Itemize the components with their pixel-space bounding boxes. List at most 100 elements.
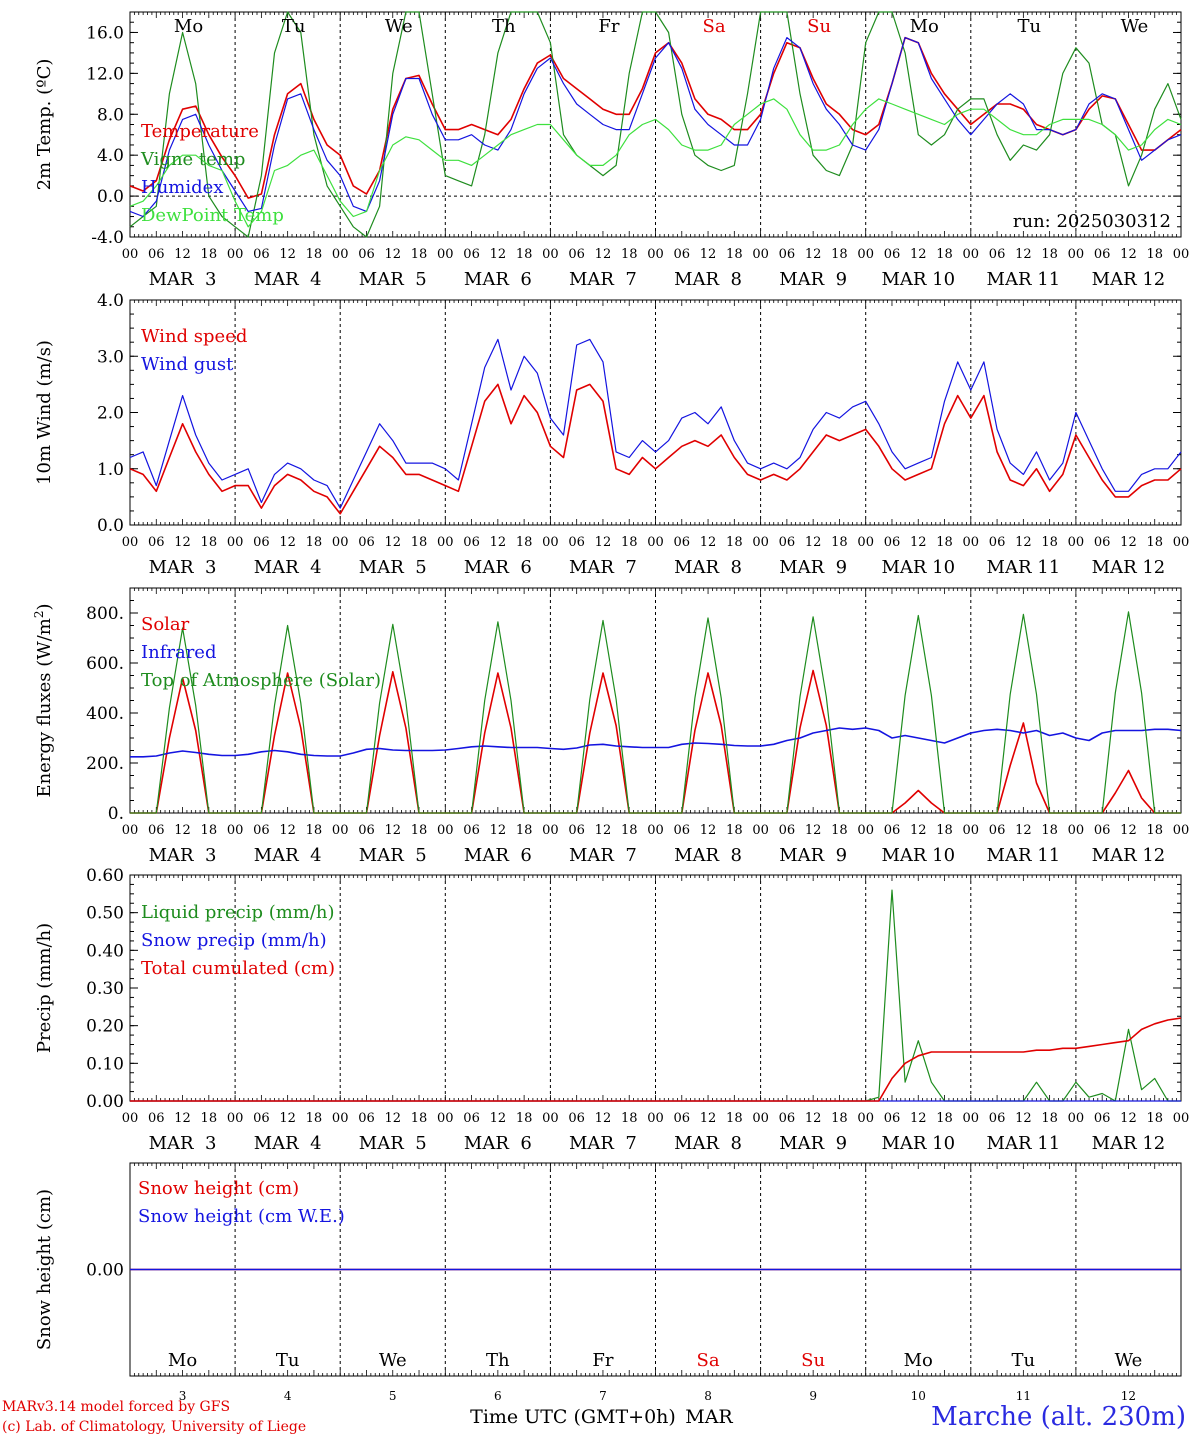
legend-entry: Solar xyxy=(141,614,190,635)
hour-tick-label: 12 xyxy=(1015,1111,1032,1126)
hour-tick-label: 00 xyxy=(857,1111,874,1126)
hour-tick-label: 18 xyxy=(516,535,533,550)
date-label: MAR 8 xyxy=(674,1133,742,1154)
hour-tick-label: 18 xyxy=(1146,247,1163,262)
hour-tick-label: 12 xyxy=(805,247,822,262)
date-label: MAR 9 xyxy=(779,1133,847,1154)
hour-tick-label: 18 xyxy=(201,247,218,262)
hour-tick-label: 06 xyxy=(358,823,375,838)
hour-tick-label: 12 xyxy=(700,535,717,550)
hour-tick-label: 18 xyxy=(831,247,848,262)
hour-tick-label: 00 xyxy=(437,1111,454,1126)
hour-tick-label: 18 xyxy=(516,823,533,838)
hour-tick-label: 12 xyxy=(1015,247,1032,262)
date-label: MAR 3 xyxy=(149,1133,217,1154)
weekday-label: Su xyxy=(807,16,831,37)
weekday-label: Tu xyxy=(282,16,306,37)
date-label: MAR 10 xyxy=(881,557,955,578)
hour-tick-label: 06 xyxy=(779,1111,796,1126)
hour-tick-label: 00 xyxy=(963,823,980,838)
date-label: MAR 4 xyxy=(254,845,322,866)
hour-tick-label: 18 xyxy=(621,535,638,550)
y-tick-label: 0.10 xyxy=(86,1054,124,1074)
weekday-label: Fr xyxy=(592,1350,613,1371)
date-label: MAR 5 xyxy=(359,557,427,578)
station-name: Marche (alt. 230m) xyxy=(931,1402,1186,1432)
hour-tick-label: 00 xyxy=(122,1111,139,1126)
legend-entry: Temperature xyxy=(141,121,259,142)
y-tick-label: -4.0 xyxy=(91,228,124,248)
hour-tick-label: 12 xyxy=(384,535,401,550)
y-axis-label-text: Energy fluxes (W/m xyxy=(34,618,55,797)
hour-tick-label: 00 xyxy=(122,535,139,550)
y-axis-label: 2m Temp. (ºC) xyxy=(34,59,55,191)
hour-tick-label: 18 xyxy=(411,823,428,838)
y-axis-label: Snow height (cm) xyxy=(34,1189,55,1350)
hour-tick-label: 06 xyxy=(253,1111,270,1126)
date-label: MAR 7 xyxy=(569,269,637,290)
hour-tick-label: 00 xyxy=(1068,247,1085,262)
hour-tick-label: 06 xyxy=(148,247,165,262)
hour-tick-label: 18 xyxy=(831,823,848,838)
run-annotation: run: 2025030312 xyxy=(1013,211,1171,232)
plot-frame xyxy=(129,587,1182,814)
hour-tick-label: 00 xyxy=(227,535,244,550)
hour-tick-label: 06 xyxy=(674,247,691,262)
hour-tick-label: 18 xyxy=(936,1111,953,1126)
date-label: MAR 12 xyxy=(1092,1133,1166,1154)
hour-tick-label: 00 xyxy=(437,823,454,838)
y-axis-label-text: 2m Temp. (ºC) xyxy=(34,59,55,191)
hour-tick-label: 12 xyxy=(490,823,507,838)
hour-tick-label: 18 xyxy=(726,823,743,838)
y-tick-label: 1.0 xyxy=(97,460,124,480)
legend-entry: Vigne temp xyxy=(140,149,245,170)
panel-flux: 0. 200. 400. 600. 800. Energy fluxes (W/m2) So… xyxy=(32,587,1189,866)
hour-tick-label: 12 xyxy=(490,247,507,262)
hour-tick-label: 18 xyxy=(936,823,953,838)
hour-tick-label: 06 xyxy=(463,247,480,262)
date-label: MAR 10 xyxy=(881,845,955,866)
hour-tick-label: 12 xyxy=(1015,823,1032,838)
hour-tick-label: 00 xyxy=(1068,823,1085,838)
weekday-label: Tu xyxy=(1018,16,1042,37)
series-humidex xyxy=(129,36,1182,218)
weekday-label: Mo xyxy=(910,16,939,37)
weekday-label: Th xyxy=(486,1350,510,1371)
hour-tick-label: 18 xyxy=(621,1111,638,1126)
hour-tick-label: 18 xyxy=(936,535,953,550)
hour-tick-label: 06 xyxy=(463,823,480,838)
day-number: 6 xyxy=(494,1389,502,1403)
hour-tick-label: 00 xyxy=(752,1111,769,1126)
series-vigne-temp xyxy=(129,11,1182,238)
hour-tick-label: 12 xyxy=(700,823,717,838)
hour-tick-label: 00 xyxy=(332,535,349,550)
date-label: MAR 7 xyxy=(569,557,637,578)
y-tick-label: 3.0 xyxy=(97,347,124,367)
hour-tick-label: 18 xyxy=(1041,823,1058,838)
date-label: MAR 4 xyxy=(254,557,322,578)
hour-tick-label: 18 xyxy=(516,247,533,262)
hour-tick-label: 18 xyxy=(1041,535,1058,550)
hour-tick-label: 06 xyxy=(674,535,691,550)
hour-tick-label: 12 xyxy=(279,1111,296,1126)
weekday-label: Mo xyxy=(174,16,203,37)
hour-tick-label: 12 xyxy=(1120,535,1137,550)
y-tick-label: 4.0 xyxy=(97,146,124,166)
date-label: MAR 11 xyxy=(987,1133,1061,1154)
hour-tick-label: 12 xyxy=(595,823,612,838)
hour-tick-label: 00 xyxy=(1068,1111,1085,1126)
hour-tick-label: 12 xyxy=(700,1111,717,1126)
hour-tick-label: 00 xyxy=(332,247,349,262)
hour-tick-label: 18 xyxy=(831,1111,848,1126)
y-tick-label: 200. xyxy=(86,754,124,774)
date-label: MAR 9 xyxy=(779,269,847,290)
hour-tick-label: 12 xyxy=(805,1111,822,1126)
hour-tick-label: 12 xyxy=(384,1111,401,1126)
y-tick-label: 0.60 xyxy=(86,866,124,886)
legend-entry: Wind gust xyxy=(141,354,234,375)
hour-tick-label: 06 xyxy=(358,247,375,262)
hour-tick-label: 06 xyxy=(779,823,796,838)
hour-tick-label: 06 xyxy=(568,823,585,838)
hour-tick-label: 06 xyxy=(568,247,585,262)
hour-tick-label: 06 xyxy=(253,823,270,838)
